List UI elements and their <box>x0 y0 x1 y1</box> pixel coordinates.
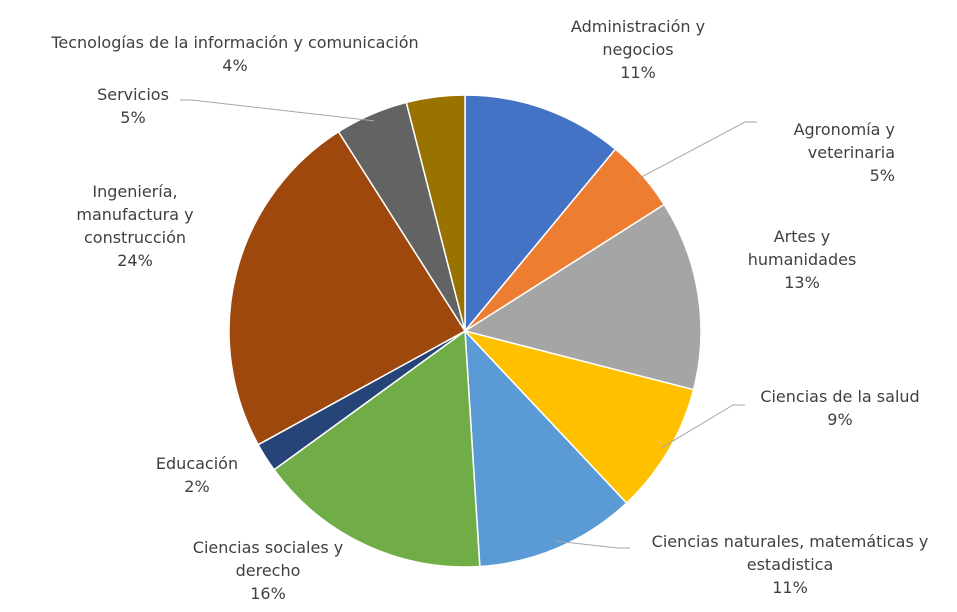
data-label: Educación 2% <box>137 452 257 498</box>
percent-label: 4% <box>222 56 248 75</box>
leader-line <box>661 404 745 448</box>
leader-line <box>636 121 757 181</box>
percent-label: 5% <box>869 166 895 185</box>
category-label: Ingeniería, manufactura y construcción <box>76 182 194 247</box>
data-label: Ingeniería, manufactura y construcción 24… <box>60 180 210 272</box>
percent-label: 9% <box>827 410 853 429</box>
pie-slice <box>464 94 617 334</box>
category-label: Ciencias naturales, matemáticas y estadi… <box>651 532 929 574</box>
category-label: Educación <box>155 454 239 473</box>
data-label: Servicios 5% <box>73 83 193 129</box>
pie-slice <box>464 328 628 568</box>
percent-label: 16% <box>250 584 286 603</box>
percent-label: 2% <box>184 477 210 496</box>
data-label: Ciencias sociales y derecho 16% <box>168 536 368 605</box>
data-label: Tecnologías de la información y comunica… <box>0 31 475 77</box>
leader-line <box>555 540 630 549</box>
pie-slice <box>405 94 466 332</box>
leader-line <box>180 99 375 122</box>
percent-label: 11% <box>620 63 656 82</box>
percent-label: 5% <box>120 108 146 127</box>
pie-slice <box>463 203 702 391</box>
data-label: Ciencias naturales, matemáticas y estadi… <box>620 530 957 599</box>
category-label: Artes y humanidades <box>747 227 857 269</box>
pie-slice <box>462 329 695 505</box>
percent-label: 13% <box>784 273 820 292</box>
category-label: Administración y negocios <box>570 17 706 59</box>
category-label: Ciencias sociales y derecho <box>192 538 344 580</box>
data-label: Ciencias de la salud 9% <box>735 385 945 431</box>
data-label: Administración y negocios 11% <box>543 15 733 84</box>
percent-label: 11% <box>772 578 808 597</box>
data-label: Artes y humanidades 13% <box>737 225 867 294</box>
category-label: Tecnologías de la información y comunica… <box>51 33 419 52</box>
pie-slice <box>273 329 481 568</box>
category-label: Ciencias de la salud <box>760 387 920 406</box>
category-label: Agronomía y veterinaria <box>793 120 895 162</box>
percent-label: 24% <box>117 251 153 270</box>
category-label: Servicios <box>97 85 169 104</box>
data-label: Agronomía y veterinaria 5% <box>745 118 895 187</box>
pie-slice <box>228 130 467 446</box>
